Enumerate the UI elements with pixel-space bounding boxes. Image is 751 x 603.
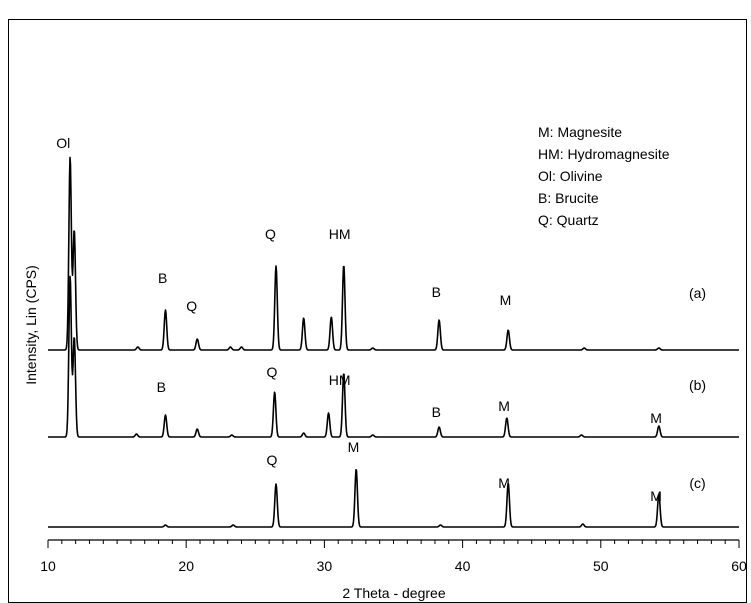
peak-label: M — [650, 488, 662, 504]
trace-b — [47, 275, 740, 438]
legend-entry: Q: Quartz — [538, 212, 599, 228]
peak-label: Q — [266, 452, 277, 468]
x-tick-label: 40 — [455, 558, 471, 574]
peak-label: B — [157, 379, 166, 395]
x-tick-label: 20 — [178, 558, 194, 574]
x-tick-label: 50 — [593, 558, 609, 574]
peak-label: B — [432, 404, 441, 420]
x-tick-label: 10 — [40, 558, 56, 574]
legend-entry: HM: Hydromagnesite — [538, 146, 670, 162]
peak-label: M — [500, 292, 512, 308]
peak-label: B — [158, 270, 167, 286]
trace-a — [47, 156, 740, 351]
x-axis: 10 20 30 40 50 60 — [40, 539, 747, 574]
peak-label: HM — [329, 372, 351, 388]
figure-frame — [8, 19, 747, 603]
peak-label: M — [348, 439, 360, 455]
legend-entry: M: Magnesite — [538, 124, 622, 140]
x-tick-label: 60 — [731, 558, 747, 574]
x-tick-label: 30 — [317, 558, 333, 574]
legend-entry: B: Brucite — [538, 190, 599, 206]
trace-label: (a) — [689, 285, 706, 301]
peak-label: M — [650, 410, 662, 426]
peak-label: Q — [186, 298, 197, 314]
peak-label: HM — [329, 226, 351, 242]
traces — [47, 156, 740, 528]
legend-entry: Ol: Olivine — [538, 168, 603, 184]
peak-annotations: Ol B Q Q HM B M (a) B Q HM B M M (b) Q M M M (c) — [56, 135, 706, 504]
legend: M: Magnesite HM: Hydromagnesite Ol: Olivin… — [538, 124, 670, 228]
y-axis-label: Intensity, Lin (CPS) — [23, 265, 39, 385]
peak-label: M — [498, 398, 510, 414]
x-axis-label: 2 Theta - degree — [342, 585, 445, 601]
peak-label: Q — [266, 364, 277, 380]
peak-label: Q — [265, 226, 276, 242]
peak-label: M — [498, 475, 510, 491]
trace-label: (c) — [689, 475, 705, 491]
peak-label: Ol — [56, 135, 70, 151]
trace-c — [47, 468, 740, 528]
peak-label: B — [432, 284, 441, 300]
trace-label: (b) — [689, 377, 706, 393]
